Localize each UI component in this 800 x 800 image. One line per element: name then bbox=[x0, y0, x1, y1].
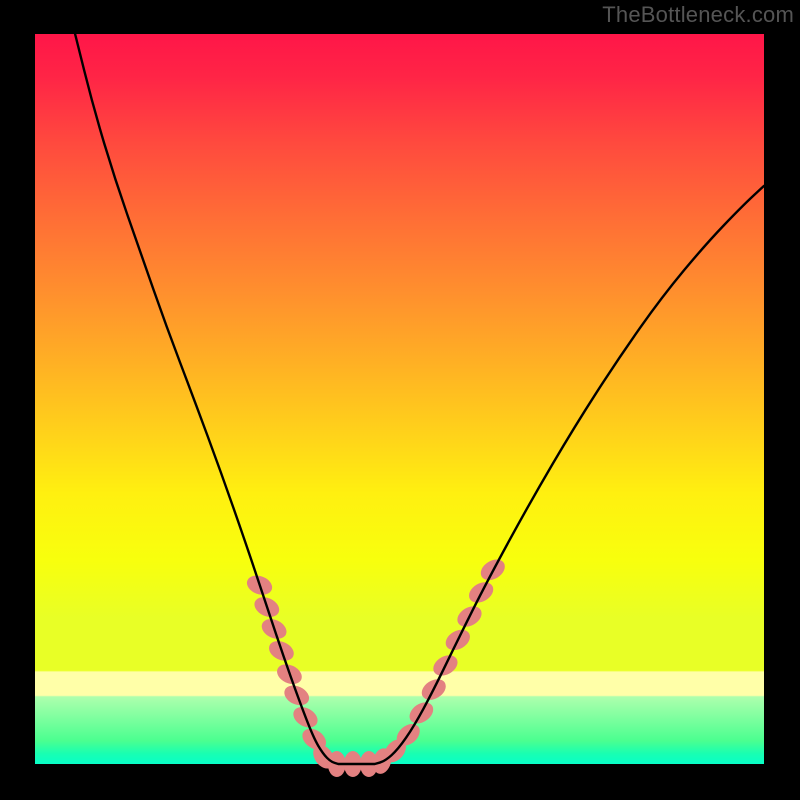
chart-stage: TheBottleneck.com bbox=[0, 0, 800, 800]
plot-gradient-background bbox=[35, 34, 764, 764]
watermark-text: TheBottleneck.com bbox=[602, 2, 794, 28]
bottleneck-curve-chart bbox=[0, 0, 800, 800]
